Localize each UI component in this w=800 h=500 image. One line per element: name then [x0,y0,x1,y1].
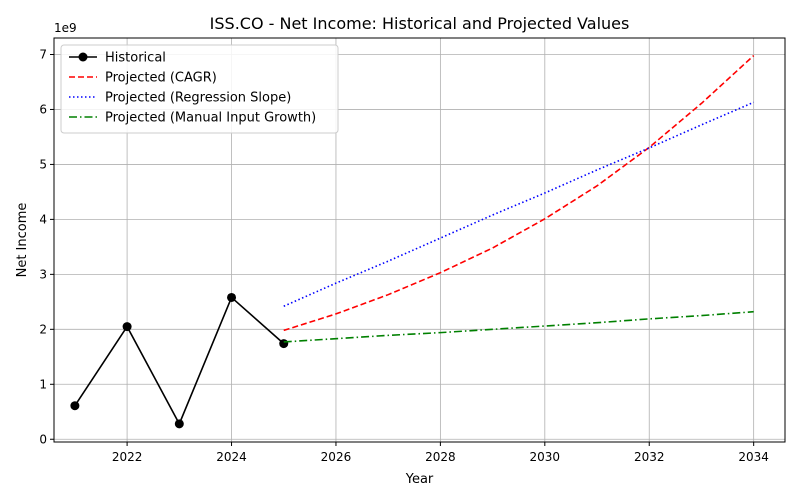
legend-box [60,44,339,134]
chart-title: ISS.CO - Net Income: Historical and Proj… [210,14,630,33]
y-tick-label: 3 [39,267,47,281]
legend-marker [78,52,88,62]
series-layer [70,55,755,429]
y-tick-label: 2 [39,322,47,336]
y-tick-label: 7 [39,47,47,61]
legend-label: Projected (Manual Input Growth) [105,111,316,126]
series-line-projected-cagr [283,55,755,332]
data-point-historical [174,419,184,429]
legend: Historical Projected (CAGR) Projected (Reg… [60,44,339,134]
data-point-historical [122,322,132,332]
series-line-projected-manual-input-growth [283,310,754,343]
x-tick-label: 2024 [216,450,247,464]
y-tick-label: 0 [39,432,47,446]
data-point-historical [279,339,289,349]
x-axis-label: Year [405,472,434,487]
x-tick-label: 2022 [112,450,143,464]
y-tick-label: 5 [39,157,47,171]
plot-frame [53,37,786,443]
legend-label: Projected (Regression Slope) [105,91,291,106]
x-tick-label: 2034 [738,450,769,464]
y-axis-label: Net Income [15,203,30,278]
y-tick-label: 1 [39,377,47,391]
data-point-historical [70,401,80,411]
data-point-historical [227,292,237,302]
y-tick-label: 6 [39,102,47,116]
x-tick-label: 2026 [321,450,352,464]
x-tick-label: 2032 [634,450,665,464]
tick-layer: 2022 2024 2026 2028 2030 2032 2034 0 1 2 3 4 5 6 7 [39,47,769,464]
y-axis-offset-label: 1e9 [54,21,77,35]
y-tick-label: 4 [39,212,47,226]
x-tick-label: 2030 [530,450,561,464]
legend-label: Historical [105,51,166,66]
x-tick-label: 2028 [425,450,456,464]
series-line-projected-regression-slope [283,101,754,307]
legend-label: Projected (CAGR) [105,71,217,86]
